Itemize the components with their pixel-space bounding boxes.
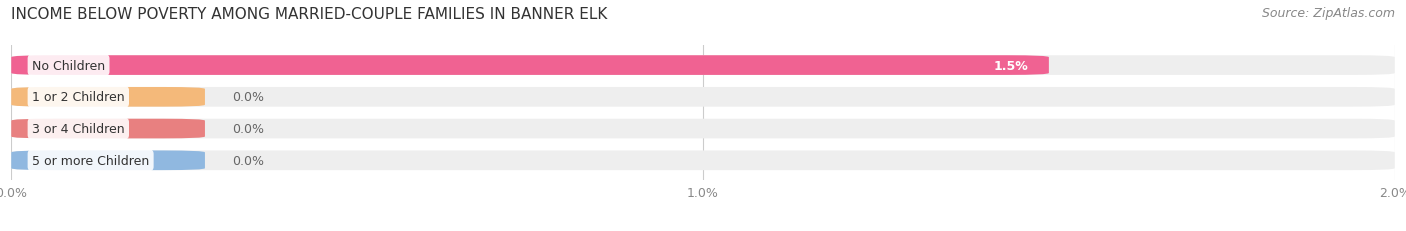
Text: INCOME BELOW POVERTY AMONG MARRIED-COUPLE FAMILIES IN BANNER ELK: INCOME BELOW POVERTY AMONG MARRIED-COUPL…	[11, 7, 607, 22]
FancyBboxPatch shape	[11, 119, 205, 139]
FancyBboxPatch shape	[11, 56, 1395, 76]
Text: 5 or more Children: 5 or more Children	[32, 154, 149, 167]
FancyBboxPatch shape	[11, 88, 205, 107]
FancyBboxPatch shape	[11, 88, 1395, 107]
FancyBboxPatch shape	[11, 151, 205, 170]
Text: Source: ZipAtlas.com: Source: ZipAtlas.com	[1261, 7, 1395, 20]
Text: 1.5%: 1.5%	[994, 59, 1028, 72]
Text: 3 or 4 Children: 3 or 4 Children	[32, 122, 125, 135]
Text: 1 or 2 Children: 1 or 2 Children	[32, 91, 125, 104]
FancyBboxPatch shape	[11, 151, 1395, 170]
Text: No Children: No Children	[32, 59, 105, 72]
Text: 0.0%: 0.0%	[232, 122, 264, 135]
FancyBboxPatch shape	[11, 119, 1395, 139]
Text: 0.0%: 0.0%	[232, 154, 264, 167]
Text: 0.0%: 0.0%	[232, 91, 264, 104]
FancyBboxPatch shape	[11, 56, 1049, 76]
